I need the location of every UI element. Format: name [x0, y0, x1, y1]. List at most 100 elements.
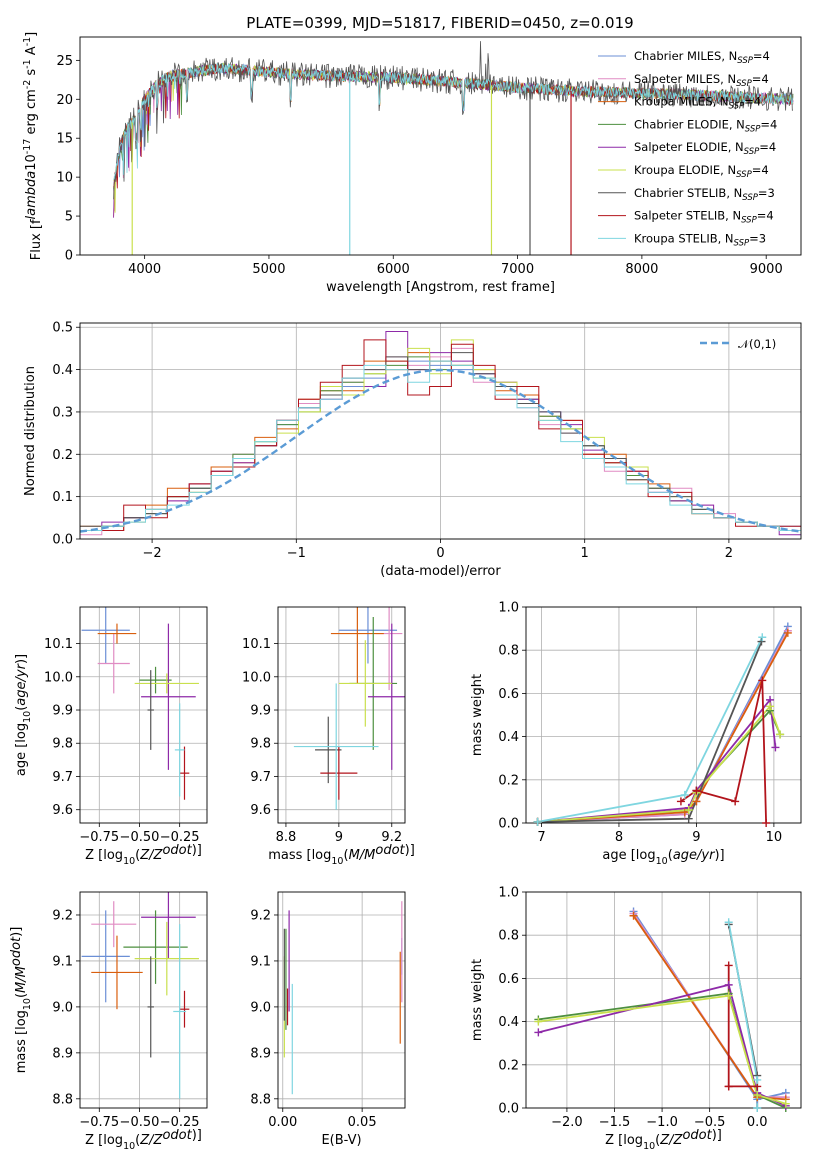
y-tick-label: 9.0	[52, 1000, 73, 1015]
y-tick-label: 10.1	[242, 637, 271, 652]
y-tick-label: 0.2	[52, 448, 73, 463]
y-tick-label: 8.8	[52, 1092, 73, 1107]
errorbar-point	[147, 956, 154, 1058]
weight-marker	[629, 911, 638, 920]
spectrum-line	[113, 41, 793, 200]
x-tick-label: 0	[436, 546, 444, 561]
legend-label: Salpeter MILES, NSSP=4	[634, 72, 769, 89]
errorbar-point	[173, 924, 187, 1099]
legend-label: Kroupa MILES, NSSP=4	[634, 95, 761, 112]
x-tick-label: −1.5	[599, 1115, 631, 1130]
x-tick-label: −1	[287, 546, 306, 561]
axes-frame	[79, 36, 802, 256]
y-tick-label: 0.6	[498, 687, 519, 702]
weight-marker	[758, 676, 767, 685]
weight-marker	[771, 743, 780, 752]
axes-frame	[79, 891, 208, 1109]
y-tick-label: 0.0	[498, 817, 519, 832]
panel-residuals: −2 −1 0 1 2 0.0 0.1 0.2 0.3 0.4 0.5 (data-model)/er…	[23, 321, 802, 579]
weight-marker	[724, 918, 733, 927]
x-tick-label: 8000	[625, 262, 658, 277]
gaussian-legend-label: 𝒩(0,1)	[738, 337, 776, 351]
plot-area	[80, 331, 801, 539]
y-tick-label: 1.0	[498, 886, 519, 901]
errorbar-point	[179, 990, 190, 1028]
x-axis-label: wavelength [Angstrom, rest frame]	[326, 280, 555, 295]
legend-label: Chabrier MILES, NSSP=4	[634, 49, 770, 66]
x-tick-label: 0.05	[348, 1115, 377, 1130]
x-tick-label: −1.0	[646, 1115, 678, 1130]
y-tick-label: 0.0	[52, 533, 73, 548]
errorbar-point	[91, 901, 137, 948]
errorbar-point	[97, 623, 137, 644]
x-tick-label: −0.5	[694, 1115, 726, 1130]
weight-line	[537, 636, 764, 823]
y-tick-label: 0.0	[498, 1102, 519, 1117]
x-axis-label: Z [log10(Z/Zodot)]	[605, 1128, 722, 1152]
x-tick-label: 5000	[252, 262, 285, 277]
y-tick-label: 10.0	[242, 670, 271, 685]
weight-marker	[753, 1104, 762, 1112]
x-tick-label: 6000	[377, 262, 410, 277]
x-tick-label: −0.25	[160, 830, 200, 845]
y-tick-label: 5	[65, 210, 73, 225]
y-tick-label: 0.8	[498, 644, 519, 659]
weight-marker	[680, 790, 689, 799]
y-tick-label: 0.3	[52, 405, 73, 420]
y-tick-label: 9.2	[52, 908, 73, 923]
y-tick-label: 10.0	[44, 670, 73, 685]
weight-marker	[766, 702, 775, 711]
panel-mass-vs-EBV: 0.00 0.05 8.8 8.9 9.0 9.1 9.2 E(B-V)	[250, 891, 406, 1148]
x-tick-label: −0.50	[120, 830, 160, 845]
y-tick-label: 9.6	[52, 803, 73, 818]
y-tick-label: 9.0	[250, 1000, 271, 1015]
x-tick-label: 0.00	[268, 1115, 297, 1130]
errorbar-point	[315, 716, 342, 784]
residual-histogram	[80, 360, 801, 539]
y-axis-label: Normed distribution	[23, 366, 38, 496]
x-tick-label: 4000	[128, 262, 161, 277]
y-axis-label: mass weight	[470, 959, 485, 1041]
x-tick-label: 7	[537, 830, 545, 845]
weight-marker	[533, 817, 542, 826]
x-tick-label: −2.0	[551, 1115, 583, 1130]
y-tick-label: 0.4	[52, 363, 73, 378]
x-tick-label: 2	[725, 546, 733, 561]
legend-label: Chabrier ELODIE, NSSP=4	[634, 117, 777, 134]
x-tick-label: −0.75	[79, 1115, 119, 1130]
gaussian-curve	[80, 368, 801, 533]
y-tick-label: 9.9	[250, 704, 271, 719]
weight-marker	[762, 819, 771, 827]
y-tick-label: 10	[56, 171, 73, 186]
legend-label: Salpeter STELIB, NSSP=4	[634, 209, 774, 226]
x-axis-label: Z [log10(Z/Zodot)]	[85, 1128, 202, 1152]
weight-marker	[684, 814, 693, 823]
y-tick-label: 9.1	[250, 954, 271, 969]
panel-weight-vs-age: 7 8 9 10 0.0 0.2 0.4 0.6 0.8 1.0 age [log10(age/yr…	[470, 601, 802, 867]
weight-marker	[783, 628, 792, 637]
plot-area	[81, 607, 199, 800]
errorbar-point	[367, 623, 405, 770]
y-axis-label: Flux [flambda10-17 erg cm-2 s-1 A-1]	[22, 32, 44, 261]
weight-marker	[724, 1082, 733, 1091]
weight-marker	[534, 1017, 543, 1026]
weight-marker	[684, 806, 693, 815]
errorbar-point	[338, 607, 398, 664]
errorbar-point	[320, 746, 358, 800]
errorbar-point	[141, 892, 196, 959]
legend-label: Kroupa STELIB, NSSP=3	[634, 231, 766, 248]
weight-marker	[676, 797, 685, 806]
y-tick-label: 9.7	[52, 770, 73, 785]
x-tick-label: 7000	[501, 262, 534, 277]
x-tick-label: 0.0	[747, 1115, 768, 1130]
weight-marker	[724, 961, 733, 970]
x-tick-label: 1	[581, 546, 589, 561]
weight-line	[727, 965, 758, 1088]
x-tick-label: 9.2	[381, 830, 402, 845]
figure-title: PLATE=0399, MJD=51817, FIBERID=0450, z=0…	[246, 14, 633, 32]
y-tick-label: 9.9	[52, 704, 73, 719]
x-axis-label: Z [log10(Z/Zodot)]	[85, 843, 202, 867]
panel-age-vs-Z: −0.75 −0.50 −0.25 9.6 9.7 9.8 9.9 10.0 10.1 Z [lo…	[14, 606, 208, 867]
x-tick-label: −2	[143, 546, 162, 561]
